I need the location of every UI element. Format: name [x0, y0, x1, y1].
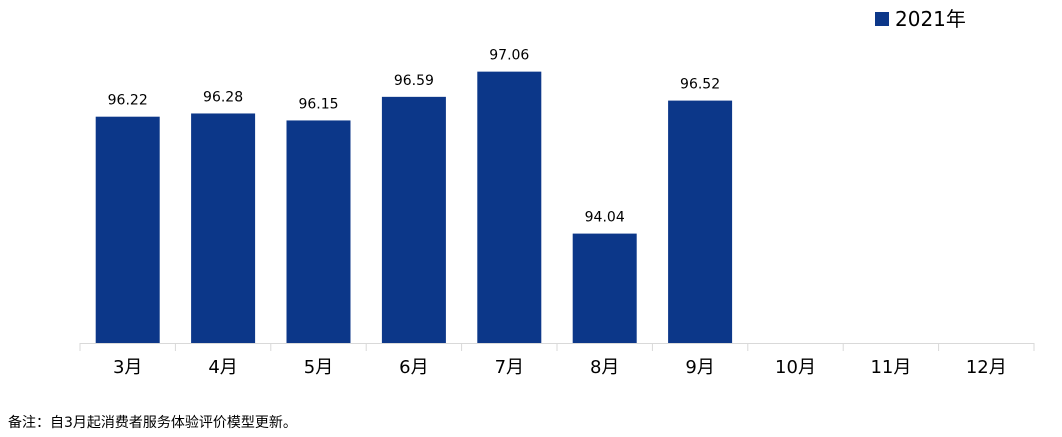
x-tick-label: 5月 [304, 357, 333, 378]
bar [572, 233, 637, 343]
legend-swatch [875, 12, 889, 26]
bar [286, 120, 351, 343]
footnote: 备注：自3月起消费者服务体验评价模型更新。 [8, 415, 297, 431]
x-tick-label: 12月 [966, 357, 1007, 378]
bar [477, 71, 542, 343]
data-label: 97.06 [489, 48, 529, 64]
x-tick-label: 11月 [870, 357, 911, 378]
bar [191, 113, 256, 343]
legend: 2021年 [875, 7, 966, 31]
data-label: 96.52 [680, 77, 720, 93]
x-tick-label: 9月 [685, 357, 714, 378]
x-tick-label: 7月 [495, 357, 524, 378]
data-label: 96.28 [203, 89, 243, 105]
x-tick-label: 3月 [113, 357, 142, 378]
value-labels: 96.22 96.28 96.15 96.59 97.06 94.04 96.52 [108, 48, 720, 226]
data-label: 96.15 [298, 96, 338, 112]
data-label: 94.04 [585, 210, 625, 226]
data-label: 96.22 [108, 93, 148, 109]
bar [668, 100, 733, 343]
x-tick-label: 8月 [590, 357, 619, 378]
x-tick-labels: 3月 4月 5月 6月 7月 8月 9月 10月 11月 12月 [113, 357, 1007, 378]
legend-label: 2021年 [895, 7, 966, 31]
bar [381, 96, 446, 344]
bar [95, 116, 160, 343]
bars [95, 71, 733, 344]
x-tick-label: 6月 [399, 357, 428, 378]
x-tick-label: 4月 [208, 357, 237, 378]
data-label: 96.59 [394, 73, 434, 89]
x-tick-label: 10月 [775, 357, 816, 378]
x-axis [79, 343, 1035, 351]
